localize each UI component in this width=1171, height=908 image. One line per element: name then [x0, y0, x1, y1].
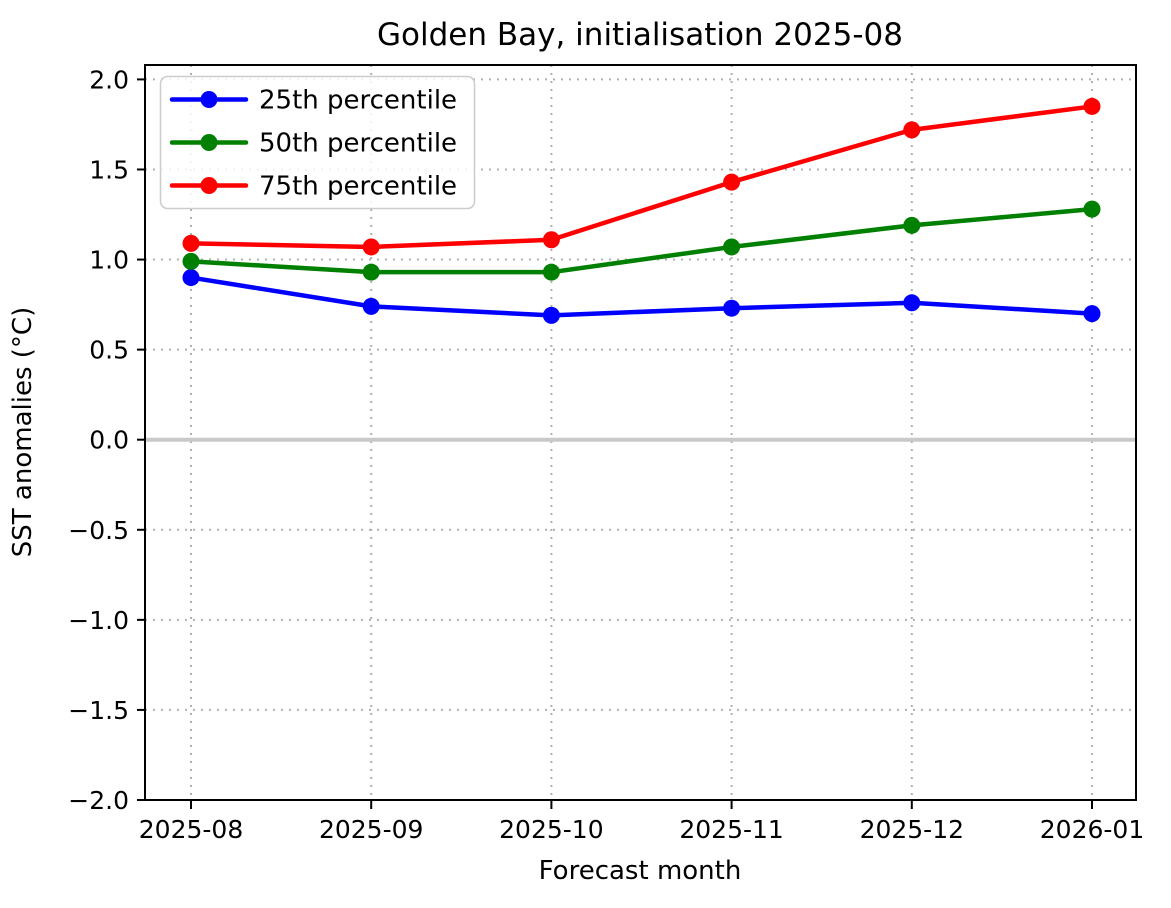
tick-layer: 2.0 1.5 1.0 0.5 0.0 −0.5 −1.0 −1.5 −2.0 2025-08 20… — [68, 65, 1144, 844]
series-line-25th-percentile — [188, 275, 1095, 318]
legend-label-25th-percentile: 25th percentile — [259, 86, 457, 116]
y-tick-label: 0.0 — [89, 426, 129, 455]
data-point-75th-percentile-2025-08 — [182, 234, 200, 252]
legend-label-75th-percentile: 75th percentile — [259, 172, 457, 202]
legend-marker — [200, 134, 218, 151]
data-point-75th-percentile-2025-11 — [723, 173, 741, 191]
y-tick-label: 2.0 — [89, 65, 129, 94]
y-tick-label: 1.5 — [89, 155, 129, 184]
y-tick-label: −1.5 — [68, 696, 129, 725]
legend-marker — [200, 91, 218, 108]
data-point-25th-percentile-2025-12 — [903, 294, 921, 312]
series-line-75th-percentile — [188, 104, 1095, 250]
plot-frame — [144, 64, 1137, 801]
data-point-75th-percentile-2025-12 — [903, 121, 921, 139]
grid-layer — [145, 65, 1136, 801]
data-point-50th-percentile-2026-01 — [1083, 200, 1101, 218]
x-tick-label: 2025-08 — [139, 815, 243, 844]
x-tick-label: 2025-11 — [679, 815, 783, 844]
data-point-50th-percentile-2025-09 — [362, 263, 380, 281]
data-point-25th-percentile-2025-09 — [362, 297, 380, 315]
series-layer — [182, 97, 1101, 324]
legend-label-50th-percentile: 50th percentile — [259, 129, 457, 159]
y-tick-label: −0.5 — [68, 516, 129, 545]
x-tick-label: 2025-12 — [860, 815, 964, 844]
y-tick-label: 1.0 — [89, 246, 129, 275]
data-point-75th-percentile-2025-09 — [362, 238, 380, 256]
x-tick-label: 2025-09 — [319, 815, 423, 844]
chart-title: Golden Bay, initialisation 2025-08 — [377, 17, 903, 53]
y-tick-label: −2.0 — [68, 786, 129, 815]
x-axis-label: Forecast month — [539, 856, 742, 886]
data-point-75th-percentile-2025-10 — [542, 231, 560, 249]
data-point-75th-percentile-2026-01 — [1083, 97, 1101, 115]
legend-box — [159, 75, 476, 210]
data-point-50th-percentile-2025-08 — [182, 252, 200, 270]
y-tick-label: 0.5 — [89, 336, 129, 365]
legend: 25th percentile 50th percentile 75th perce… — [159, 75, 476, 210]
data-point-50th-percentile-2025-12 — [903, 216, 921, 234]
legend-marker — [200, 177, 218, 194]
y-tick-label: −1.0 — [68, 606, 129, 635]
x-tick-label: 2026-01 — [1040, 815, 1144, 844]
data-point-50th-percentile-2025-11 — [723, 238, 741, 256]
data-point-25th-percentile-2026-01 — [1083, 305, 1101, 323]
y-axis-label: SST anomalies (°C) — [8, 307, 38, 557]
data-point-25th-percentile-2025-11 — [723, 299, 741, 317]
data-point-25th-percentile-2025-08 — [182, 269, 200, 287]
data-point-25th-percentile-2025-10 — [542, 306, 560, 324]
data-point-50th-percentile-2025-10 — [542, 263, 560, 281]
x-tick-label: 2025-10 — [499, 815, 603, 844]
series-line-50th-percentile — [188, 206, 1095, 275]
